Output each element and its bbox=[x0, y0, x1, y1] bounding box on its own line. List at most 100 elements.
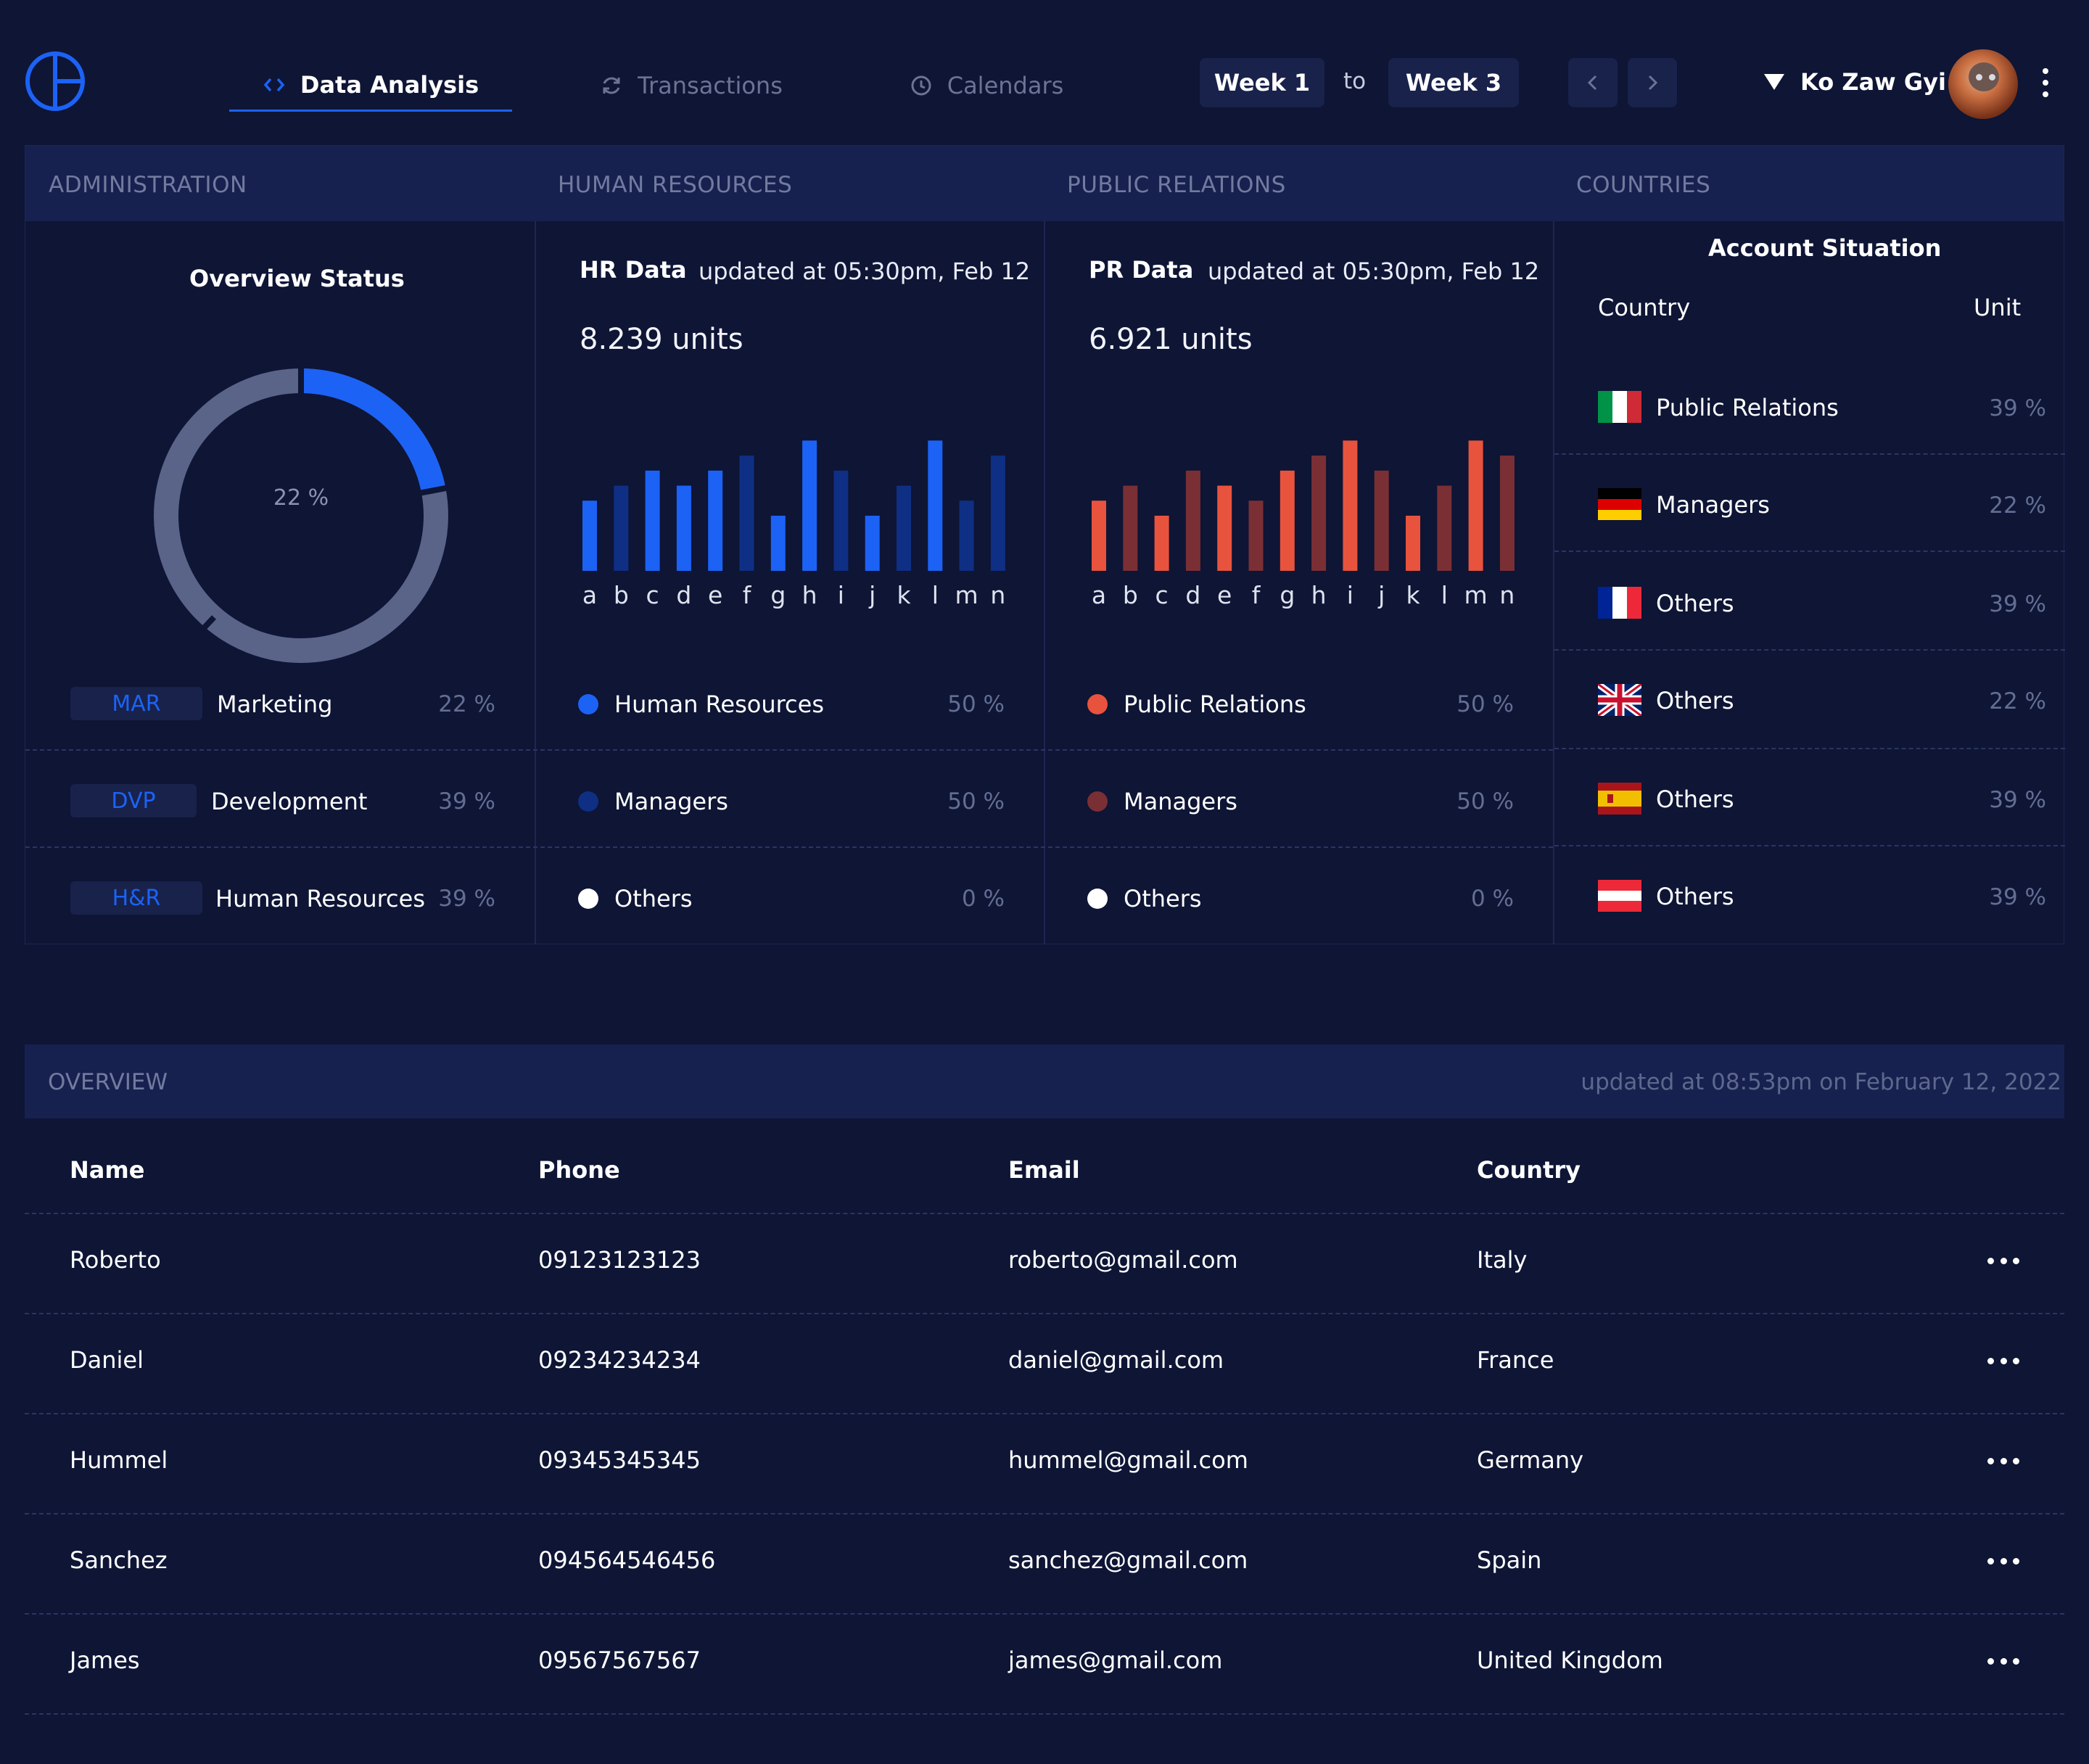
hr-updated-label: updated at 05:30pm, Feb 12 bbox=[699, 257, 1031, 285]
row-more-icon[interactable] bbox=[1987, 1358, 2019, 1367]
cell-country: Spain bbox=[1477, 1546, 1542, 1574]
cell-name: Hummel bbox=[70, 1446, 168, 1474]
row-divider bbox=[1554, 649, 2065, 651]
row-divider bbox=[25, 1413, 2064, 1414]
next-week-button[interactable] bbox=[1628, 58, 1677, 107]
donut-gap bbox=[190, 615, 216, 643]
cell-email: sanchez@gmail.com bbox=[1008, 1546, 1248, 1574]
more-options-icon[interactable] bbox=[2040, 65, 2051, 100]
bar-label: b bbox=[1122, 581, 1138, 609]
row-divider bbox=[25, 1313, 2064, 1314]
table-row[interactable]: Sanchez 094564546456 sanchez@gmail.com Spai… bbox=[25, 1514, 2064, 1615]
row-more-icon[interactable] bbox=[1987, 1558, 2019, 1567]
week-to-button[interactable]: Week 3 bbox=[1388, 58, 1519, 107]
prev-week-button[interactable] bbox=[1568, 58, 1618, 107]
cell-email: roberto@gmail.com bbox=[1008, 1246, 1238, 1274]
legend-dot bbox=[1087, 694, 1108, 714]
column-header-phone[interactable]: Phone bbox=[538, 1156, 620, 1184]
account-row-label: Others bbox=[1656, 687, 1734, 714]
legend-dot bbox=[578, 694, 598, 714]
legend-pct: 50 % bbox=[947, 788, 1005, 815]
week-from-button[interactable]: Week 1 bbox=[1200, 58, 1324, 107]
bar-label: m bbox=[955, 581, 978, 609]
bar-l bbox=[1437, 485, 1452, 571]
austria-flag-icon bbox=[1598, 880, 1641, 912]
row-divider bbox=[25, 1613, 2064, 1615]
overview-item-pct: 22 % bbox=[438, 691, 495, 717]
bar-j bbox=[1374, 470, 1389, 571]
section-title-countries: COUNTRIES bbox=[1576, 172, 1711, 198]
legend-dot bbox=[578, 791, 598, 812]
bar-label: a bbox=[1091, 581, 1107, 609]
overview-updated-label: updated at 08:53pm on February 12, 2022 bbox=[1581, 1069, 2061, 1095]
pr-data-title: PR Data bbox=[1089, 256, 1194, 284]
pr-legend-managers: Managers bbox=[1087, 780, 1237, 823]
tab-label: Transactions bbox=[638, 72, 783, 99]
avatar-eye bbox=[1976, 74, 1982, 81]
donut-gap bbox=[417, 485, 450, 497]
bar-h bbox=[802, 440, 817, 571]
bar-label: i bbox=[1346, 581, 1353, 609]
account-row-pct: 39 % bbox=[1989, 787, 2046, 813]
column-header-email[interactable]: Email bbox=[1008, 1156, 1080, 1184]
account-col-country: Country bbox=[1598, 294, 1691, 321]
table-row[interactable]: Hummel 09345345345 hummel@gmail.com Germany bbox=[25, 1414, 2064, 1514]
cell-phone: 09345345345 bbox=[538, 1446, 701, 1474]
row-divider bbox=[25, 749, 1553, 751]
column-header-name[interactable]: Name bbox=[70, 1156, 145, 1184]
bar-label: b bbox=[613, 581, 629, 609]
row-divider bbox=[1554, 453, 2065, 455]
tab-label: Data Analysis bbox=[300, 70, 479, 99]
cell-email: hummel@gmail.com bbox=[1008, 1446, 1248, 1474]
row-divider bbox=[1554, 748, 2065, 749]
overview-item-label: Human Resources bbox=[215, 885, 425, 912]
user-name[interactable]: Ko Zaw Gyi bbox=[1800, 68, 1946, 96]
section-title-administration: ADMINISTRATION bbox=[49, 172, 247, 198]
table-row[interactable]: Roberto 09123123123 roberto@gmail.com Italy bbox=[25, 1214, 2064, 1314]
cell-country: Italy bbox=[1477, 1246, 1528, 1274]
row-more-icon[interactable] bbox=[1987, 1258, 2019, 1266]
tab-data-analysis[interactable]: Data Analysis bbox=[229, 59, 512, 112]
bar-g bbox=[770, 516, 786, 571]
app-logo[interactable] bbox=[25, 51, 86, 112]
cell-phone: 094564546456 bbox=[538, 1546, 716, 1574]
bar-label: j bbox=[1378, 581, 1385, 609]
table-row[interactable]: Daniel 09234234234 daniel@gmail.com France bbox=[25, 1314, 2064, 1414]
bar-j bbox=[865, 516, 880, 571]
account-col-unit: Unit bbox=[1974, 294, 2022, 321]
cell-phone: 09234234234 bbox=[538, 1346, 701, 1374]
tab-transactions[interactable]: Transactions bbox=[586, 59, 796, 112]
account-row-pct: 22 % bbox=[1989, 492, 2046, 519]
france-flag-icon bbox=[1598, 587, 1641, 619]
table-row[interactable]: James 09567567567 james@gmail.com United Ki… bbox=[25, 1615, 2064, 1715]
panel-header bbox=[25, 146, 2064, 221]
legend-pct: 50 % bbox=[1456, 691, 1514, 717]
legend-dot bbox=[1087, 889, 1108, 909]
hr-units-value: 8.239 units bbox=[580, 323, 743, 356]
avatar[interactable] bbox=[1948, 49, 2018, 119]
tab-calendars[interactable]: Calendars bbox=[899, 59, 1074, 112]
cell-name: Roberto bbox=[70, 1246, 161, 1274]
account-row-label: Managers bbox=[1656, 491, 1770, 519]
caret-down-icon[interactable] bbox=[1764, 74, 1784, 90]
row-divider bbox=[25, 1513, 2064, 1514]
legend-label: Others bbox=[1124, 885, 1202, 912]
legend-pct: 0 % bbox=[1470, 886, 1514, 912]
legend-pct: 50 % bbox=[947, 691, 1005, 717]
cell-name: Sanchez bbox=[70, 1546, 168, 1574]
column-divider bbox=[535, 221, 536, 944]
row-more-icon[interactable] bbox=[1987, 1458, 2019, 1467]
bar-label: f bbox=[742, 581, 751, 609]
cell-country: Germany bbox=[1477, 1446, 1584, 1474]
account-row-pct: 39 % bbox=[1989, 884, 2046, 910]
hr-bar-chart bbox=[582, 440, 1005, 571]
hr-legend-managers: Managers bbox=[578, 780, 728, 823]
hr-data-title: HR Data bbox=[580, 256, 687, 284]
tab-label: Calendars bbox=[947, 72, 1064, 99]
row-more-icon[interactable] bbox=[1987, 1658, 2019, 1667]
bar-i bbox=[1343, 440, 1358, 571]
bar-label: f bbox=[1251, 581, 1261, 609]
column-header-country[interactable]: Country bbox=[1477, 1156, 1581, 1184]
bar-c bbox=[645, 470, 660, 571]
